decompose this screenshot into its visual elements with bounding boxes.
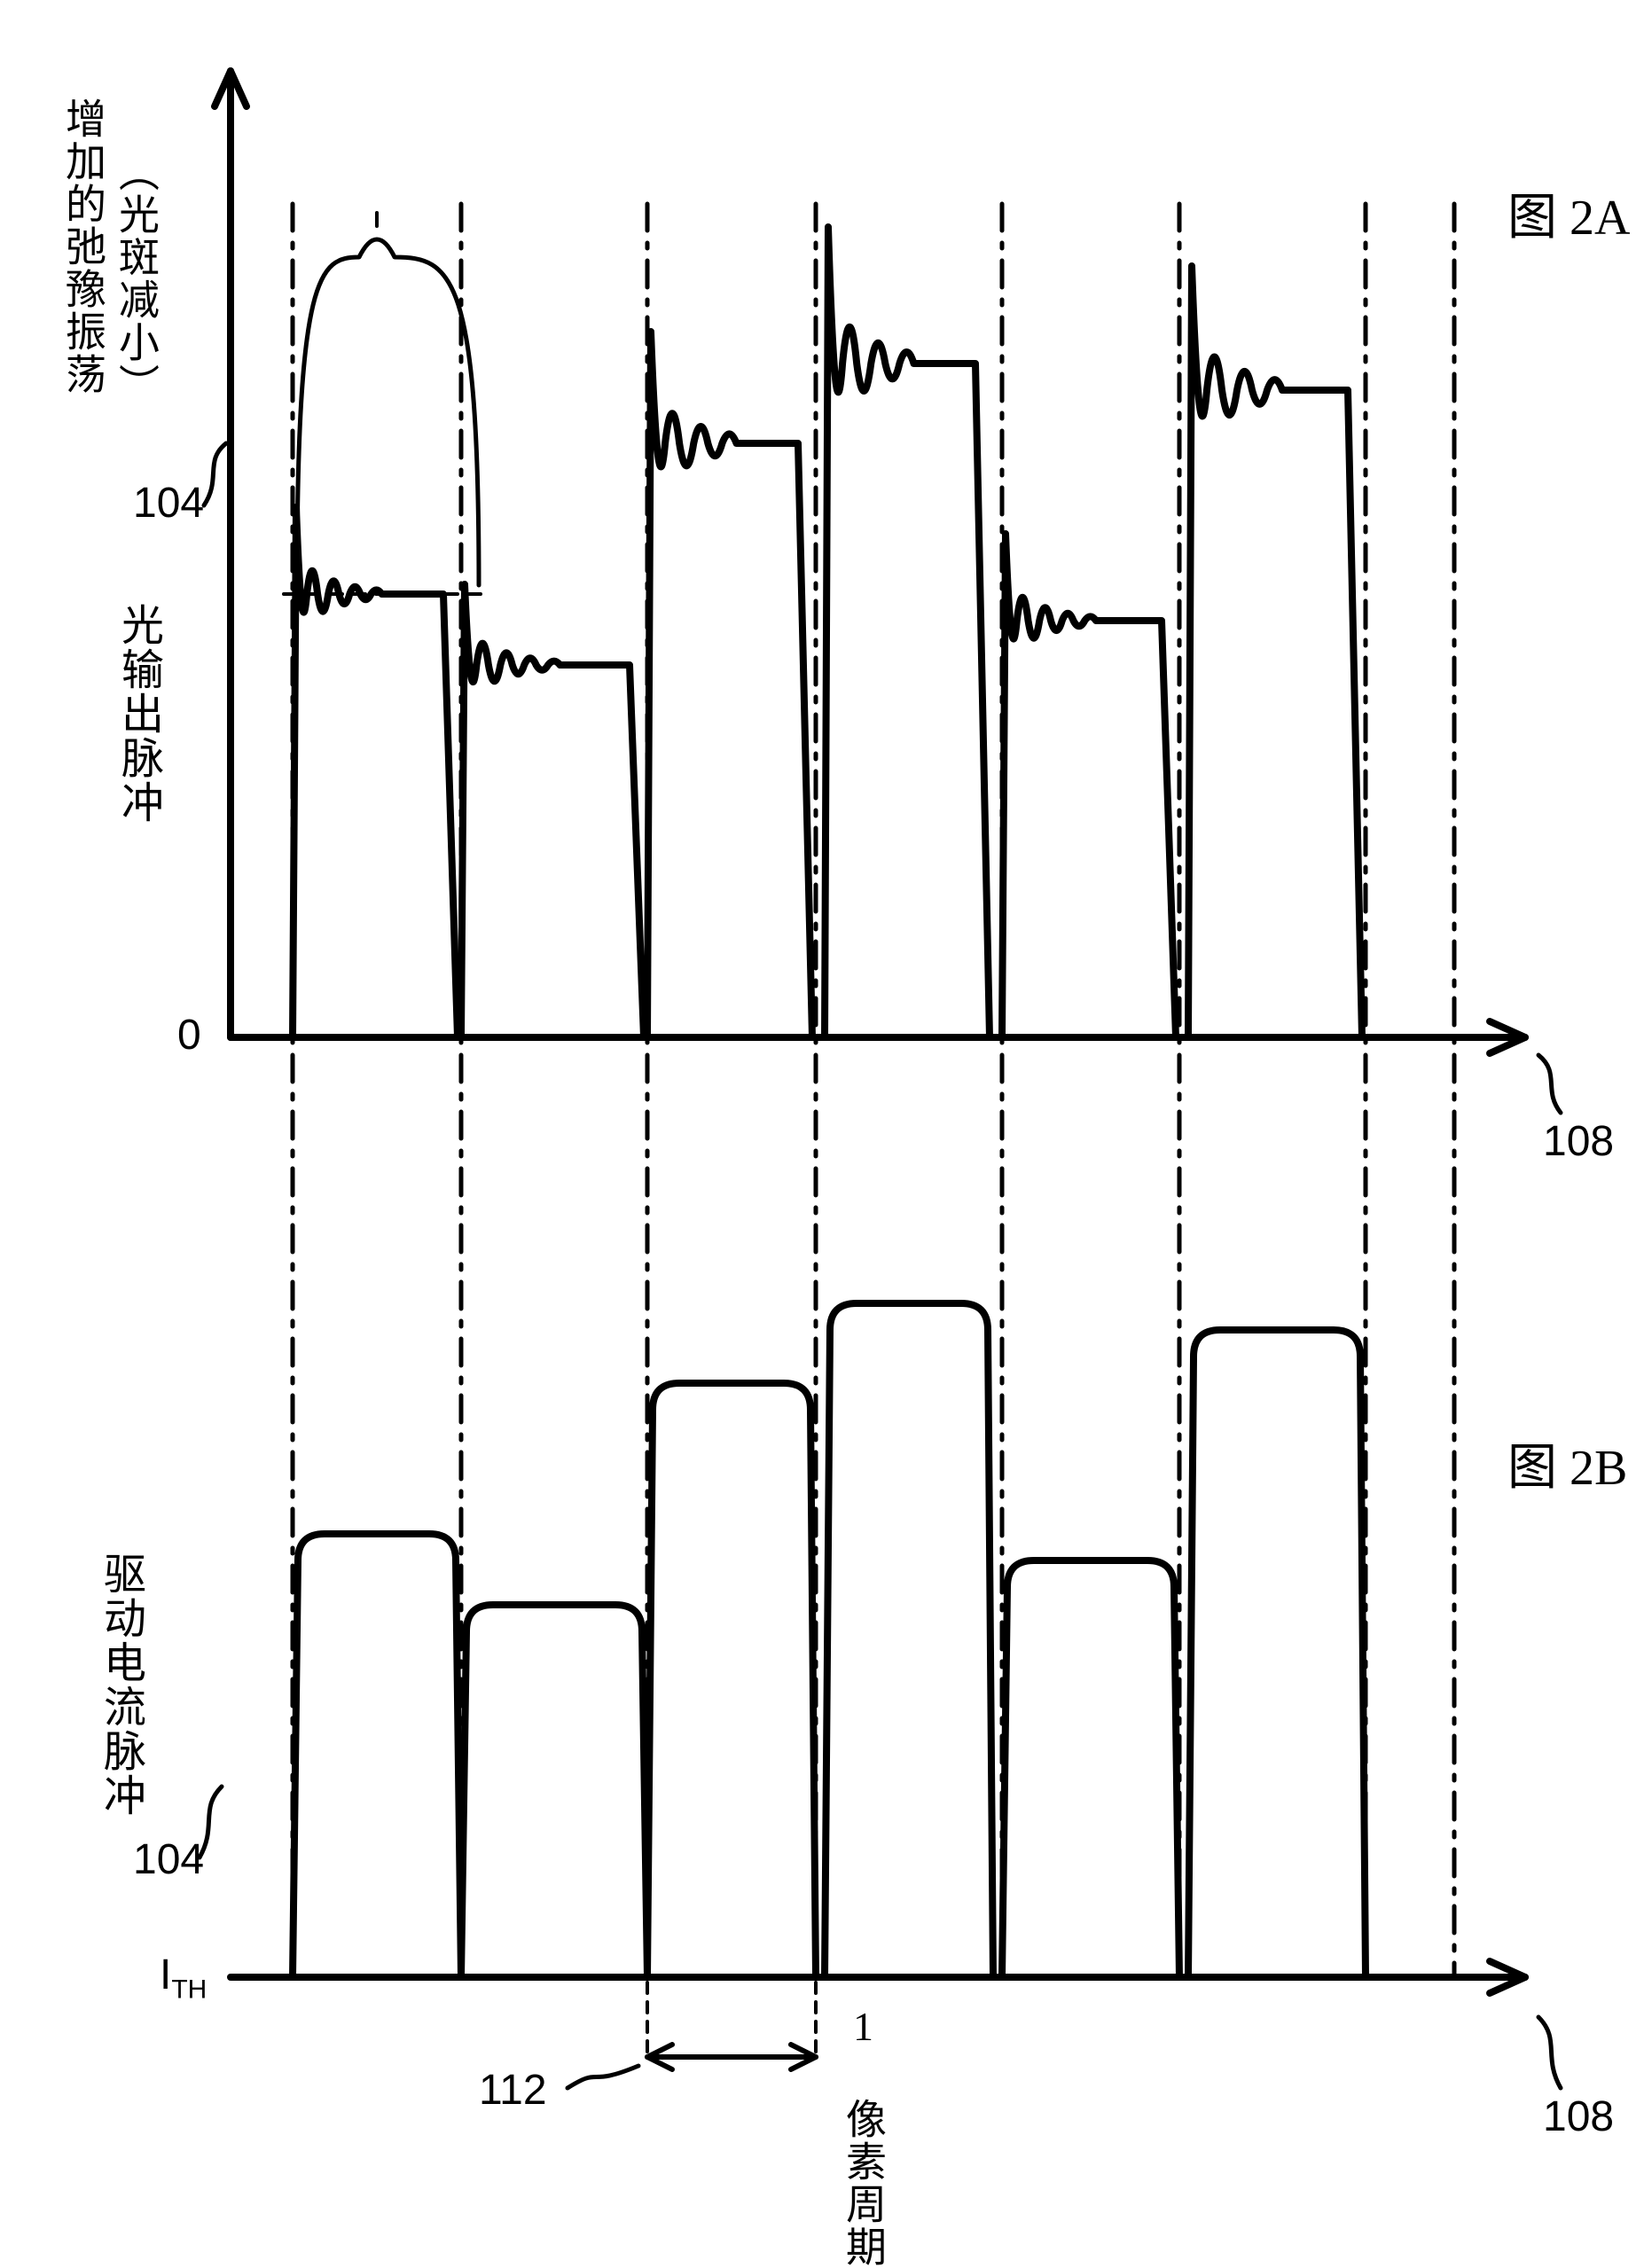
panel-a-label: 图 2A [1507,177,1630,249]
panel-b-series-label: 驱动电流脉冲 [89,1552,151,1818]
panel-b-ref-104: 104 [133,1835,204,1884]
panel-b-label: 图 2B [1507,1427,1627,1499]
panel-b-pixel-period-label: 1 像素周期 [834,2004,892,2268]
figure-svg [0,0,1644,2190]
threshold-i: I [160,1951,171,1998]
panel-b-ref-112: 112 [479,2066,547,2115]
panel-b-threshold-label: ITH [160,1951,207,2006]
panel-b-ref-108: 108 [1543,2092,1614,2141]
threshold-sub: TH [171,1975,207,2005]
panel-a-y-title-line1: 增加的弛豫振荡 [53,98,112,395]
panel-a-origin-label: 0 [177,1011,201,1060]
panel-a-series-label: 光输出脉冲 [106,603,168,825]
panel-a-y-title-line2: （光斑减小） [106,151,165,406]
panel-a-ref-108: 108 [1543,1117,1614,1166]
panel-a-ref-104: 104 [133,479,204,528]
